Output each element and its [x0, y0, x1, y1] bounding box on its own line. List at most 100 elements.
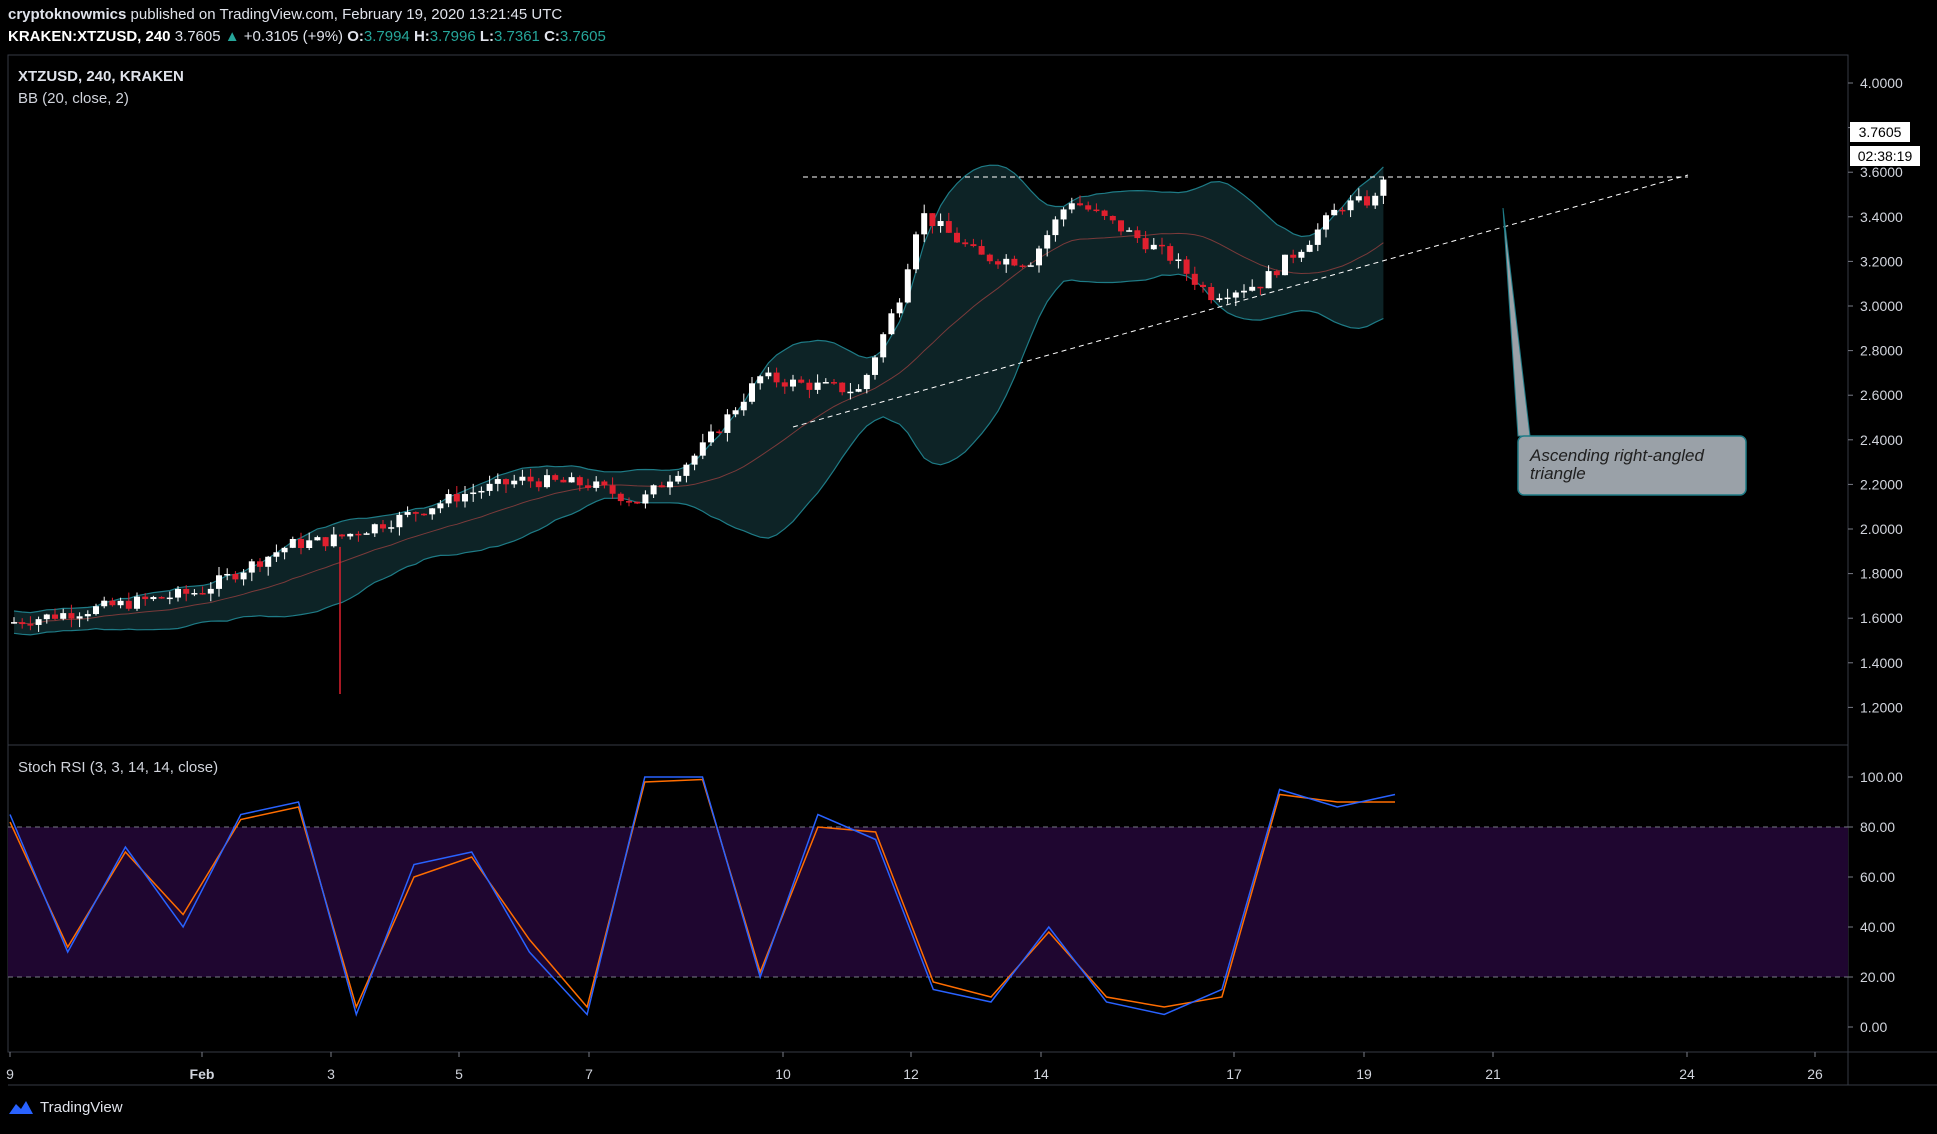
price-tick-label: 1.4000: [1860, 655, 1903, 671]
candle-body: [1068, 203, 1075, 210]
candle-body: [1093, 209, 1100, 212]
candle-body: [76, 616, 83, 619]
open-label: O:: [347, 28, 364, 45]
candle-body: [1142, 238, 1149, 250]
candle-body: [732, 410, 739, 415]
price-tick-label: 4.0000: [1860, 75, 1903, 91]
high-value: 3.7996: [429, 28, 476, 45]
candle-body: [224, 573, 231, 576]
time-tick-label: 21: [1485, 1066, 1501, 1082]
candle-body: [1109, 215, 1116, 221]
candle-body: [289, 538, 296, 548]
time-tick-label: 5: [455, 1066, 463, 1082]
candle-body: [544, 475, 550, 488]
candle-body: [576, 477, 583, 486]
candle-body: [781, 382, 788, 387]
candle-body: [1118, 220, 1124, 232]
candle-body: [339, 534, 345, 537]
candle-body: [494, 479, 501, 484]
candle-body: [142, 596, 149, 600]
candle-body: [1331, 209, 1338, 216]
candle-body: [437, 503, 444, 509]
candle-body: [1191, 273, 1198, 285]
candle-body: [1314, 229, 1321, 245]
candle-body: [1027, 265, 1034, 267]
last-price-label: 3.7605: [1859, 124, 1902, 140]
candle-body: [601, 481, 608, 486]
footer-brand-text: TradingView: [40, 1098, 123, 1116]
price-axis[interactable]: 4.00003.80003.60003.40003.20003.00002.80…: [1848, 75, 1903, 715]
candle-body: [995, 261, 1001, 265]
time-axis[interactable]: 9 Feb 3 5 7 10 12 14 17 19 21 24 26: [6, 1052, 1823, 1082]
candle-body: [1044, 235, 1051, 249]
candle-body: [749, 383, 755, 402]
candle-body: [585, 485, 591, 488]
stoch-lines: [9, 776, 1396, 1017]
price-tick-label: 3.2000: [1860, 253, 1903, 269]
candle-body: [101, 600, 108, 607]
candle-body: [1224, 297, 1231, 300]
candle-body: [134, 596, 140, 609]
candle-body: [429, 508, 436, 515]
candle-body: [363, 533, 370, 535]
last-price: 3.7605: [174, 28, 221, 45]
low-value: 3.7361: [494, 28, 540, 45]
bb-basis: [13, 232, 1384, 625]
stoch-legend: Stoch RSI (3, 3, 14, 14, close): [18, 759, 218, 776]
candle-body: [117, 600, 124, 606]
ohlc-line: KRAKEN:XTZUSD, 240 3.7605 ▲ +0.3105 (+9%…: [8, 28, 606, 45]
bollinger-bands: [13, 164, 1384, 636]
footer-brand[interactable]: TradingView: [8, 1098, 123, 1116]
candle-body: [822, 382, 829, 384]
candle-body: [1134, 230, 1141, 239]
candle-body: [1282, 254, 1288, 276]
candle-body: [1085, 205, 1092, 210]
candle-body: [937, 221, 944, 227]
candle-body: [814, 382, 821, 390]
candle-body: [166, 597, 173, 600]
close-value: 3.7605: [559, 28, 606, 45]
candle-body: [650, 485, 657, 495]
candle-body: [470, 492, 477, 495]
time-tick-label: Feb: [190, 1066, 215, 1082]
candle-body: [478, 490, 485, 493]
candle-body: [1003, 258, 1010, 265]
time-tick-label: 9: [6, 1066, 14, 1082]
candle-body: [1306, 244, 1313, 252]
candle-body: [691, 455, 698, 465]
stoch-tick-label: 0.00: [1860, 1019, 1887, 1035]
time-tick-label: 19: [1356, 1066, 1372, 1082]
candle-body: [831, 382, 837, 384]
candle-body: [913, 234, 919, 270]
candle-body: [1232, 292, 1239, 298]
candle-body: [60, 613, 67, 619]
callout-box[interactable]: [1517, 435, 1747, 496]
candle-body: [790, 379, 796, 387]
candle-body: [568, 477, 575, 483]
candle-body: [1241, 290, 1247, 293]
candle-body: [1150, 244, 1157, 250]
candle-body: [929, 213, 936, 227]
candle-body: [1101, 210, 1108, 216]
candle-body: [1347, 200, 1354, 211]
candle-body: [11, 622, 17, 624]
candle-body: [314, 537, 321, 541]
symbol-line: KRAKEN:XTZUSD, 240: [8, 28, 171, 45]
candle-body: [1290, 254, 1297, 258]
candle-body: [68, 613, 75, 619]
candle-body: [986, 254, 993, 262]
candle-body: [1216, 298, 1223, 301]
candle-body: [445, 494, 452, 504]
candle-body: [281, 547, 288, 553]
countdown-label: 02:38:19: [1858, 148, 1913, 164]
candle-body: [1183, 259, 1190, 274]
stoch-axis[interactable]: 100.00 80.00 60.00 40.00 20.00 0.00: [1848, 769, 1903, 1035]
candle-body: [1355, 196, 1362, 201]
candle-body: [1372, 195, 1379, 206]
candle-body: [1265, 271, 1272, 289]
candle-body: [535, 481, 542, 488]
price-tick-label: 3.4000: [1860, 209, 1903, 225]
tradingview-logo-icon: [9, 1101, 33, 1114]
candle-body: [84, 614, 91, 617]
